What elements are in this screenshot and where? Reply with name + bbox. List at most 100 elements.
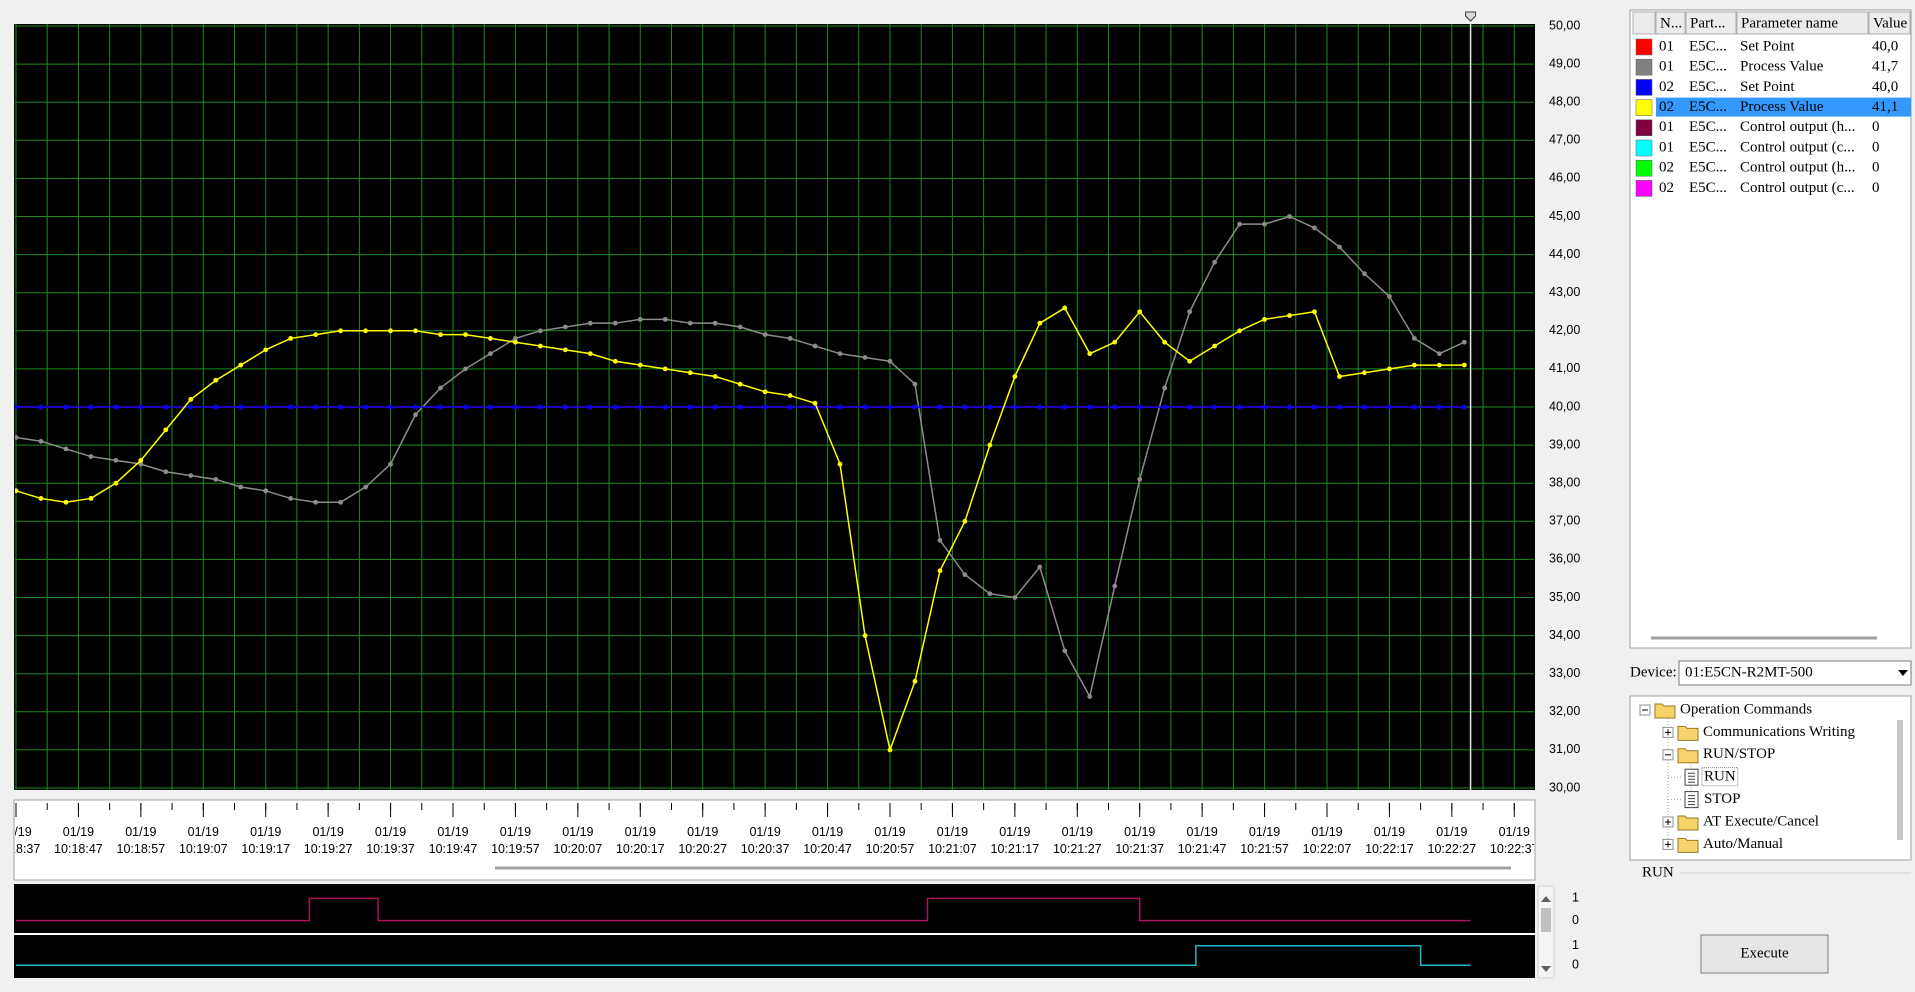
data-point — [912, 381, 918, 387]
data-point — [912, 678, 918, 684]
cursor-handle[interactable] — [1465, 11, 1477, 22]
command-icon — [1684, 791, 1699, 809]
data-point — [987, 442, 993, 448]
device-select[interactable] — [1678, 660, 1912, 686]
data-point — [812, 400, 818, 406]
table-cell: E5C... — [1689, 99, 1727, 115]
table-row[interactable]: 01 E5C... Set Point 40,0 — [1635, 38, 1898, 56]
y-tick-label: 0 — [1572, 958, 1579, 972]
color-swatch — [1635, 180, 1653, 197]
tree-item[interactable]: Communications Writing — [1662, 724, 1856, 741]
data-point — [1187, 404, 1193, 410]
device-value: 01:E5CN-R2MT-500 — [1685, 664, 1813, 680]
data-point — [163, 427, 169, 433]
data-point — [587, 320, 593, 326]
tree-scrollbar[interactable] — [1897, 720, 1903, 840]
data-point — [488, 404, 493, 410]
data-point — [88, 454, 94, 459]
data-point — [887, 358, 893, 364]
x-tick-label: 01/19 10:19:27 — [304, 825, 353, 856]
x-tick-label: 01/19 10:22:37 — [1490, 825, 1539, 856]
header-cell — [1685, 11, 1737, 35]
data-point — [737, 381, 743, 387]
table-cell: 0 — [1872, 139, 1880, 155]
data-point — [787, 393, 793, 398]
x-tick-label: 01/19 10:19:07 — [179, 825, 228, 856]
x-tick-label: 01/19 10:18:47 — [54, 825, 103, 856]
y-tick-label: 35,00 — [1549, 590, 1580, 604]
y-tick-label: 39,00 — [1549, 437, 1580, 451]
tree-item[interactable]: RUN — [1668, 767, 1739, 787]
data-point — [712, 404, 718, 410]
table-cell: 40,0 — [1872, 38, 1898, 54]
y-tick-label: 47,00 — [1549, 133, 1580, 147]
data-point — [438, 332, 443, 338]
data-point — [637, 316, 643, 322]
y-tick-label: 38,00 — [1549, 475, 1580, 489]
data-point — [113, 480, 119, 486]
data-point — [288, 404, 294, 410]
scroll-thumb[interactable] — [1541, 908, 1551, 932]
column-header: N... — [1660, 15, 1682, 31]
data-point — [737, 324, 743, 330]
data-point — [338, 499, 344, 505]
command-tree — [1629, 695, 1912, 861]
execute-button[interactable] — [1700, 934, 1829, 974]
data-point — [1037, 320, 1043, 326]
table-cell: 41,7 — [1872, 59, 1899, 75]
data-point — [1087, 694, 1093, 699]
x-tick-label: 01/19 10:20:27 — [678, 825, 727, 856]
data-point — [862, 355, 868, 360]
device-label: Device: — [1630, 664, 1677, 680]
tree-label: Auto/Manual — [1703, 836, 1783, 852]
data-point — [1461, 362, 1467, 368]
data-point — [288, 336, 294, 341]
table-row[interactable]: 01 E5C... Process Value 41,7 — [1635, 59, 1899, 76]
tree-item[interactable]: STOP — [1668, 791, 1740, 809]
data-point — [1162, 339, 1168, 345]
data-point — [38, 438, 44, 444]
folder-icon — [1677, 815, 1699, 831]
x-tick-label: 01/19 10:21:07 — [928, 825, 977, 856]
data-point — [562, 404, 568, 410]
data-point — [163, 404, 169, 410]
table-cell: Process Value — [1740, 59, 1824, 75]
tree-label: Operation Commands — [1680, 701, 1812, 717]
table-row[interactable]: 02 E5C... Control output (h... 0 — [1635, 160, 1880, 177]
data-point — [1162, 385, 1168, 391]
y-tick-label: 31,00 — [1549, 742, 1580, 756]
table-row[interactable]: 02 E5C... Process Value 41,1 — [1635, 97, 1911, 117]
data-point — [15, 488, 19, 494]
data-point — [1187, 309, 1193, 315]
x-tick-label: 01/19 10:22:17 — [1365, 825, 1414, 856]
expander-sign — [1665, 841, 1671, 848]
data-point — [213, 377, 219, 383]
x-tick-label: 01/19 10:20:47 — [803, 825, 852, 856]
data-point — [338, 404, 344, 410]
y-tick-label: 42,00 — [1549, 323, 1580, 337]
data-point — [1362, 370, 1367, 376]
plot-area — [15, 24, 1534, 790]
data-point — [1387, 404, 1392, 410]
data-point — [1237, 404, 1242, 410]
folder-icon — [1654, 703, 1676, 719]
table-row[interactable]: 02 E5C... Set Point 40,0 — [1635, 79, 1898, 96]
table-cell: E5C... — [1689, 79, 1727, 95]
table-cell: 01 — [1659, 139, 1674, 155]
tree-item[interactable]: Auto/Manual — [1662, 836, 1783, 853]
tree-item[interactable]: RUN/STOP — [1662, 746, 1775, 764]
tree-item[interactable]: AT Execute/Cancel — [1662, 813, 1819, 831]
folder-icon — [1677, 748, 1699, 764]
table-row[interactable]: 02 E5C... Control output (c... 0 — [1635, 180, 1880, 197]
data-point — [1037, 404, 1043, 410]
data-point — [687, 404, 693, 410]
tree-item[interactable]: Operation Commands — [1639, 701, 1812, 719]
data-point — [513, 336, 518, 341]
table-row[interactable]: 01 E5C... Control output (h... 0 — [1635, 119, 1880, 137]
y-tick-label: 45,00 — [1549, 209, 1580, 223]
x-tick-label: 01/19 10:20:07 — [554, 825, 603, 856]
data-point — [1287, 404, 1292, 410]
data-point — [587, 351, 593, 357]
table-row[interactable]: 01 E5C... Control output (c... 0 — [1635, 139, 1880, 157]
